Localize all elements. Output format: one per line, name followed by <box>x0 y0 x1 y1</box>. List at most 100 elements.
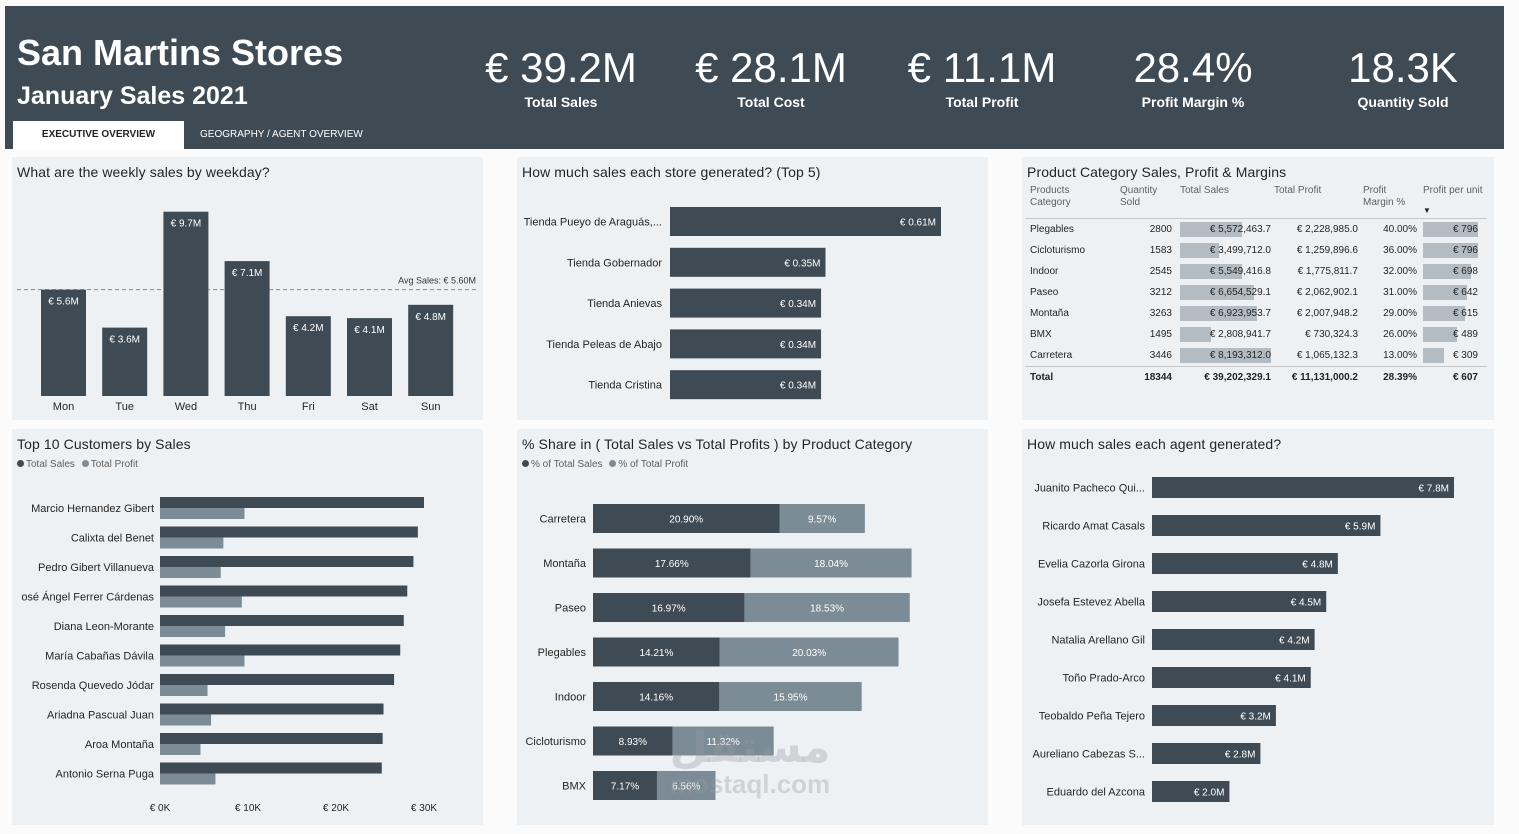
report-title: San Martins Stores <box>17 32 344 73</box>
col-header-qty[interactable]: Quantity Sold <box>1120 185 1158 208</box>
col-header-ppu[interactable]: Profit per unit <box>1423 185 1483 196</box>
profit-bar[interactable] <box>160 655 245 667</box>
ppu-databar <box>1423 348 1445 363</box>
store-bar[interactable] <box>670 288 822 318</box>
x-tick-label: Tue <box>115 401 134 413</box>
sales-bar[interactable] <box>160 762 382 774</box>
sales-share-bar[interactable] <box>593 771 657 800</box>
matrix-row[interactable]: Paseo 3212 € 6,654,529.1 € 2,062,902.1 31.00… <box>1025 282 1487 303</box>
matrix-row[interactable]: Plegables 2800 € 5,572,463.7 € 2,228,985.0 4… <box>1025 219 1487 240</box>
cell-margin: 32.00% <box>1383 266 1417 277</box>
agent-bar[interactable] <box>1152 477 1454 498</box>
legend-item[interactable]: % of Total Profit <box>618 459 689 470</box>
store-bar[interactable] <box>670 207 941 236</box>
profit-share-bar[interactable] <box>672 726 774 756</box>
sales-bar[interactable] <box>160 497 424 508</box>
cell-ppu: € 698 <box>1452 266 1478 277</box>
legend-item[interactable]: Total Profit <box>90 459 138 470</box>
profit-bar[interactable] <box>160 596 242 608</box>
agent-bar[interactable] <box>1152 705 1276 726</box>
report-subtitle: January Sales 2021 <box>17 82 248 110</box>
kpi-label: Quantity Sold <box>1357 94 1449 110</box>
sales-share-bar[interactable] <box>593 637 720 667</box>
sales-share-bar[interactable] <box>593 726 673 756</box>
profit-bar[interactable] <box>160 626 226 637</box>
ppu-databar <box>1423 222 1478 237</box>
matrix-row[interactable]: Montaña 3263 € 6,923,953.7 € 2,007,948.2 29.… <box>1025 303 1487 324</box>
matrix-row[interactable]: Indoor 2545 € 5,549,416.8 € 1,775,811.7 32.0… <box>1025 261 1487 282</box>
bar-sun[interactable] <box>408 304 454 396</box>
y-tick-label: Eduardo del Azcona <box>1047 787 1146 799</box>
col-header-margin[interactable]: Profit Margin % <box>1363 185 1406 208</box>
kpi-label: Total Sales <box>524 94 598 110</box>
customers-legend: Total Sales Total Profit <box>17 459 138 470</box>
sales-share-bar[interactable] <box>593 504 780 533</box>
weekday-sales-chart: Avg Sales: € 5.60M € 5.6M Mon € 3.6M Tue € 9.… <box>17 211 476 413</box>
legend-item[interactable]: Total Sales <box>26 459 75 470</box>
profit-bar[interactable] <box>160 685 208 696</box>
y-tick-label: Tienda Peleas de Abajo <box>546 339 662 351</box>
cell-category: Paseo <box>1030 287 1059 298</box>
x-tick-label: € 10K <box>235 803 261 814</box>
profit-share-bar[interactable] <box>719 637 899 667</box>
matrix-row[interactable]: Cicloturismo 1583 € 3,499,712.0 € 1,259,896… <box>1025 240 1487 261</box>
bar-thu[interactable] <box>224 261 270 396</box>
profit-share-bar[interactable] <box>744 593 910 622</box>
sales-share-bar[interactable] <box>593 682 720 711</box>
bar-mon[interactable] <box>41 289 86 396</box>
y-tick-label: Natalia Arellano Gil <box>1051 635 1145 647</box>
profit-share-bar[interactable] <box>656 771 716 800</box>
ppu-databar <box>1423 285 1468 300</box>
profit-share-bar[interactable] <box>719 682 862 711</box>
data-label: € 2.0M <box>1194 788 1225 799</box>
data-label: 16.97% <box>652 604 686 615</box>
profit-bar[interactable] <box>160 714 212 726</box>
panel-title: % Share in ( Total Sales vs Total Profit… <box>522 436 913 452</box>
bar-tue[interactable] <box>102 327 148 396</box>
profit-bar[interactable] <box>160 744 201 755</box>
agent-bar[interactable] <box>1152 743 1261 764</box>
sales-bar[interactable] <box>160 585 408 597</box>
agent-bar[interactable] <box>1152 515 1381 536</box>
col-header-sales[interactable]: Total Sales <box>1180 185 1229 196</box>
profit-bar[interactable] <box>160 537 224 549</box>
total-profit: € 11,131,000.2 <box>1291 372 1358 383</box>
col-header-profit[interactable]: Total Profit <box>1274 185 1322 196</box>
bar-wed[interactable] <box>163 211 209 396</box>
agent-bar[interactable] <box>1152 553 1338 574</box>
sales-bar[interactable] <box>160 674 395 685</box>
cell-margin: 36.00% <box>1383 245 1417 256</box>
profit-bar[interactable] <box>160 773 216 785</box>
matrix-row[interactable]: BMX 1495 € 2,808,941.7 € 730,324.3 26.00% € 4… <box>1025 324 1487 345</box>
tab-executive-overview[interactable]: EXECUTIVE OVERVIEW <box>13 121 184 149</box>
tab-geography-agent-overview[interactable]: GEOGRAPHY / AGENT OVERVIEW <box>200 129 363 140</box>
kpi-value: € 11.1M <box>907 44 1057 91</box>
sales-bar[interactable] <box>160 526 418 538</box>
legend-item[interactable]: % of Total Sales <box>531 459 603 470</box>
agent-bar[interactable] <box>1152 629 1315 650</box>
sales-bar[interactable] <box>160 644 401 656</box>
panel-title: How much sales each agent generated? <box>1027 436 1282 452</box>
col-header-category[interactable]: Products Category <box>1030 185 1071 208</box>
cell-category: BMX <box>1030 329 1052 340</box>
agent-bar[interactable] <box>1152 667 1311 688</box>
sales-bar[interactable] <box>160 615 404 626</box>
agent-bar[interactable] <box>1152 781 1230 802</box>
store-bar[interactable] <box>670 329 822 359</box>
sales-share-bar[interactable] <box>593 593 745 622</box>
sales-bar[interactable] <box>160 556 414 567</box>
sales-bar[interactable] <box>160 703 384 715</box>
sales-share-bar[interactable] <box>593 548 751 578</box>
profit-bar[interactable] <box>160 567 221 578</box>
store-bar[interactable] <box>670 247 826 277</box>
profit-share-bar[interactable] <box>750 548 912 578</box>
bar-fri[interactable] <box>285 316 331 396</box>
matrix-row[interactable]: Carretera 3446 € 8,193,312.0 € 1,065,132.3 1… <box>1025 345 1487 366</box>
agent-bar[interactable] <box>1152 591 1327 612</box>
bar-sat[interactable] <box>347 318 392 396</box>
profit-share-bar[interactable] <box>779 504 865 533</box>
sales-bar[interactable] <box>160 733 383 744</box>
profit-bar[interactable] <box>160 508 245 519</box>
store-bar[interactable] <box>670 370 822 400</box>
cell-sales: € 3,499,712.0 <box>1209 245 1271 256</box>
